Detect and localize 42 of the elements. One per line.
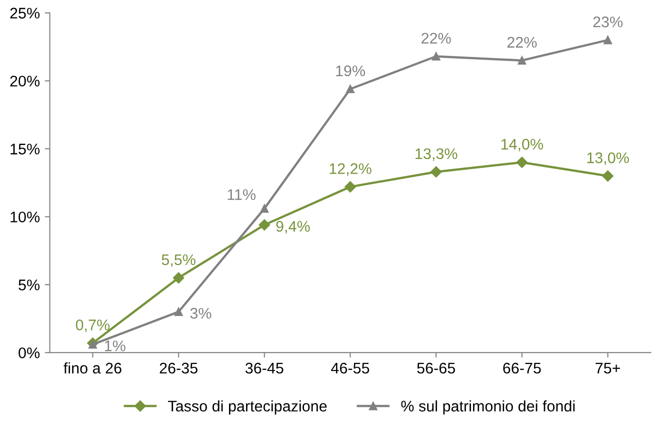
x-tick-label: 26-35 — [160, 362, 198, 374]
point — [604, 36, 612, 44]
data-label: 3% — [190, 308, 212, 319]
x-tick-label: 75+ — [596, 362, 620, 374]
point — [430, 166, 442, 178]
point — [346, 84, 354, 94]
legend-label: % sul patrimonio dei fondi — [401, 400, 575, 415]
point — [258, 219, 270, 230]
y-tick-label: 0% — [18, 347, 40, 358]
x-tick-label: fino a 26 — [64, 362, 122, 374]
point — [432, 52, 440, 61]
point — [260, 204, 269, 213]
data-label: 5,5% — [162, 254, 196, 267]
point — [344, 181, 356, 192]
data-label: 22% — [507, 36, 537, 48]
point — [602, 170, 614, 182]
x-tick-label: 66-75 — [503, 362, 541, 374]
data-label: 13,3% — [416, 148, 458, 161]
data-label: 22% — [422, 32, 451, 44]
point — [174, 308, 183, 316]
data-label: 9,4% — [276, 220, 310, 234]
data-label: 23% — [593, 16, 623, 28]
x-tick-label: 46-55 — [331, 362, 370, 374]
y-tick-label: 15% — [10, 144, 40, 154]
x-tick-label: 36-45 — [245, 362, 284, 374]
y-tick-label: 5% — [18, 280, 40, 290]
data-label: 0,7% — [76, 320, 110, 332]
data-label: 1% — [105, 340, 126, 352]
data-label: 19% — [336, 65, 366, 76]
data-label: 14,0% — [501, 138, 544, 152]
y-tick-label: 20% — [10, 76, 40, 87]
legend-label: Tasso di partecipazione — [168, 400, 327, 415]
x-tick-label: 56-65 — [417, 362, 456, 374]
point — [516, 156, 528, 168]
y-tick-label: 10% — [10, 212, 40, 222]
point — [88, 340, 97, 349]
y-tick-label: 25% — [10, 8, 40, 19]
data-label: 11% — [228, 189, 256, 200]
point — [172, 272, 184, 284]
data-label: 13,0% — [587, 152, 629, 166]
data-label: 12,2% — [330, 163, 372, 176]
point — [518, 56, 526, 65]
